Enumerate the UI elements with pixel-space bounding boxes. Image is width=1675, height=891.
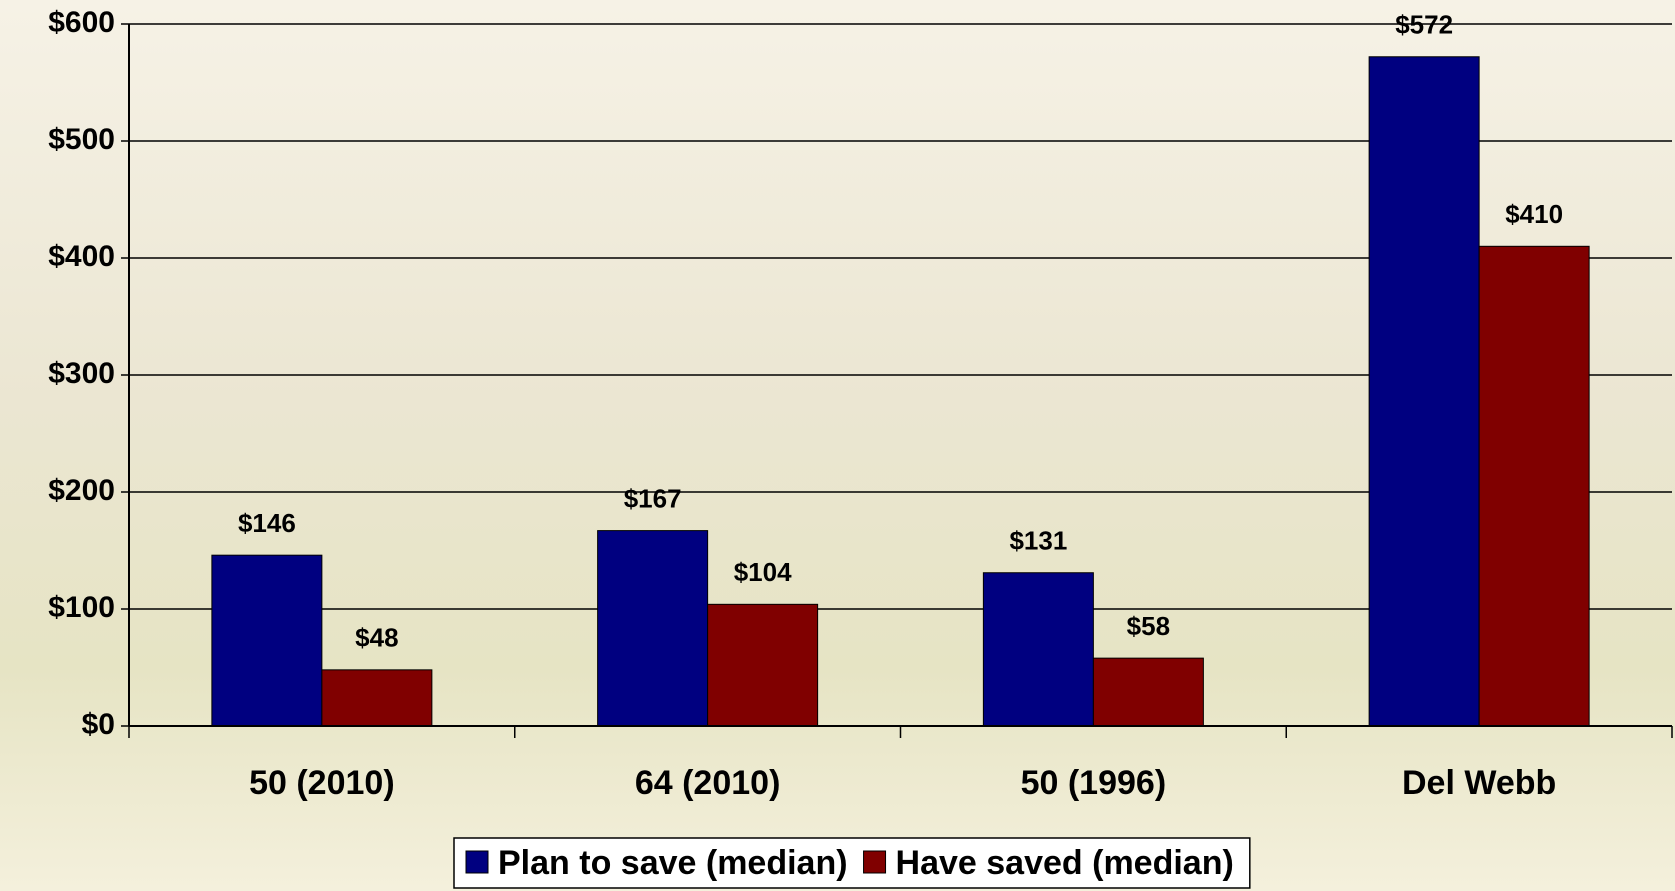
chart: $0 $100 $200 $300 $400 $500 $600 $146 $167 $131 $5… bbox=[0, 0, 1675, 891]
y-tick-label: $600 bbox=[48, 6, 115, 39]
y-tick-label: $400 bbox=[48, 240, 115, 273]
data-label: $104 bbox=[734, 557, 792, 587]
data-label: $146 bbox=[238, 508, 296, 538]
bar bbox=[983, 573, 1093, 726]
x-tick-label: 64 (2010) bbox=[635, 764, 781, 802]
y-tick-label: $200 bbox=[48, 474, 115, 507]
legend-label: Plan to save (median) bbox=[498, 844, 848, 882]
x-tick-label: 50 (2010) bbox=[249, 764, 395, 802]
bar bbox=[1369, 57, 1479, 726]
bar bbox=[1093, 658, 1203, 726]
page: {"chart_data": { "type": "bar", "categor… bbox=[0, 0, 1675, 891]
data-label: $58 bbox=[1127, 611, 1170, 641]
data-label: $572 bbox=[1395, 10, 1453, 40]
y-tick-label: $0 bbox=[82, 708, 115, 741]
legend-swatch bbox=[466, 851, 488, 873]
x-tick-label: Del Webb bbox=[1402, 764, 1556, 802]
legend-label: Have saved (median) bbox=[896, 844, 1234, 882]
bar bbox=[322, 670, 432, 726]
legend-swatch bbox=[864, 851, 886, 873]
y-tick-label: $300 bbox=[48, 357, 115, 390]
bar bbox=[708, 604, 818, 726]
x-tick-label: 50 (1996) bbox=[1021, 764, 1167, 802]
y-tick-label: $500 bbox=[48, 123, 115, 156]
data-label: $48 bbox=[355, 623, 398, 653]
bar bbox=[598, 531, 708, 726]
bar bbox=[212, 555, 322, 726]
data-label: $410 bbox=[1505, 199, 1563, 229]
bar bbox=[1479, 246, 1589, 726]
y-tick-label: $100 bbox=[48, 591, 115, 624]
data-label: $167 bbox=[624, 483, 682, 513]
data-label: $131 bbox=[1009, 526, 1067, 556]
